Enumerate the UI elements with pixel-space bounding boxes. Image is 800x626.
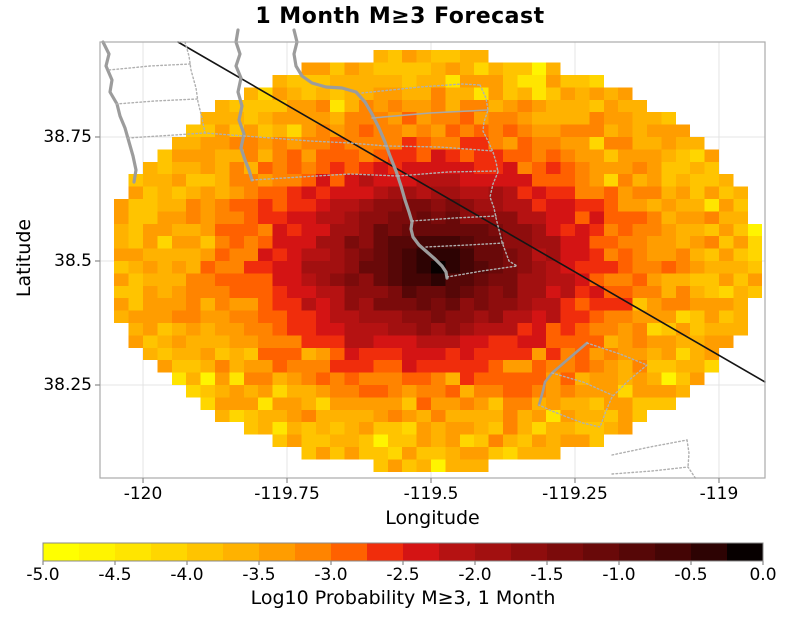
polygon-se-dotted bbox=[538, 342, 648, 428]
chart-title: 1 Month M≥3 Forecast bbox=[255, 4, 545, 29]
colorbar-tick-label: -3.0 bbox=[314, 565, 348, 585]
polygon-se-thick bbox=[537, 341, 589, 407]
colorbar-tick-label: -2.0 bbox=[458, 565, 492, 585]
survey-line-long bbox=[127, 132, 387, 147]
parcel-rung-1 bbox=[361, 83, 481, 94]
x-axis-label: Longitude bbox=[385, 507, 480, 529]
creek-west bbox=[101, 40, 138, 184]
colorbar-label: Log10 Probability M≥3, 1 Month bbox=[250, 587, 556, 609]
corner-survey-bottom bbox=[611, 466, 697, 480]
survey-line-mid bbox=[251, 173, 399, 181]
colorbar-tick-label: -4.0 bbox=[170, 565, 204, 585]
parcel-rung-6 bbox=[425, 242, 505, 248]
survey-chain-nw bbox=[184, 41, 206, 134]
y-tick-label: 38.75 bbox=[43, 126, 92, 147]
polygon-se-divider bbox=[551, 372, 613, 396]
corner-survey-top bbox=[611, 439, 688, 456]
x-tick-label: -120 bbox=[123, 484, 163, 504]
parcel-rung-2 bbox=[371, 109, 489, 119]
parcel-rung-7 bbox=[446, 265, 518, 278]
parcel-rung-3 bbox=[385, 145, 494, 152]
boundary-line bbox=[177, 41, 766, 383]
parcel-right-edge bbox=[479, 84, 518, 267]
colorbar-tick-label: -5.0 bbox=[26, 565, 60, 585]
colorbar-tick-label: -1.0 bbox=[602, 565, 636, 585]
map-overlays bbox=[101, 28, 766, 480]
y-tick-label: 38.5 bbox=[54, 250, 92, 271]
colorbar-tick-label: -2.5 bbox=[386, 565, 420, 585]
colorbar-tick-label: -1.5 bbox=[530, 565, 564, 585]
axes-frame bbox=[95, 41, 766, 483]
x-tick-label: -119.25 bbox=[542, 484, 608, 504]
survey-rung-nw-2 bbox=[115, 98, 198, 105]
x-tick-label: -119.75 bbox=[254, 484, 320, 504]
x-tick-label: -119.5 bbox=[403, 484, 459, 504]
parcel-rung-4 bbox=[397, 170, 499, 177]
corner-survey-right bbox=[686, 439, 690, 468]
colorbar bbox=[42, 542, 764, 565]
colorbar-tick-label: -3.5 bbox=[242, 565, 276, 585]
y-tick-label: 38.25 bbox=[43, 374, 92, 395]
survey-rung-nw-1 bbox=[108, 63, 191, 71]
river-central bbox=[292, 28, 449, 280]
x-tick-label: -119 bbox=[699, 484, 739, 504]
colorbar-tick-label: -4.5 bbox=[98, 565, 132, 585]
colorbar-tick-label: -0.5 bbox=[674, 565, 708, 585]
colorbar-tick-label: 0.0 bbox=[749, 565, 777, 585]
creek-north bbox=[234, 28, 254, 182]
